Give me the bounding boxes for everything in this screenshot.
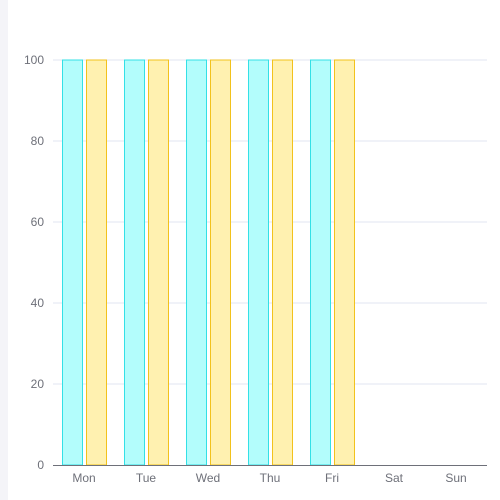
grid-lines (53, 59, 487, 385)
bar-series-2-wed[interactable] (210, 59, 231, 466)
bars (62, 59, 355, 466)
bar-series-2-tue[interactable] (148, 59, 169, 466)
bar-series-1-tue[interactable] (124, 59, 145, 466)
x-tick-label: Mon (72, 471, 95, 485)
y-tick-label: 100 (24, 53, 44, 67)
x-tick-label: Wed (196, 471, 220, 485)
bar-series-1-mon[interactable] (62, 59, 83, 466)
x-tick-label: Sun (445, 471, 466, 485)
bar-series-2-thu[interactable] (272, 59, 293, 466)
y-tick-label: 60 (31, 215, 45, 229)
y-axis-tick-labels: 0 20 40 60 80 100 (24, 53, 44, 472)
x-tick-label: Fri (325, 471, 339, 485)
bar-series-1-wed[interactable] (186, 59, 207, 466)
bar-series-1-thu[interactable] (248, 59, 269, 466)
bar-series-2-mon[interactable] (86, 59, 107, 466)
y-tick-label: 0 (37, 458, 44, 472)
x-tick-label: Tue (136, 471, 157, 485)
bar-series-1-fri[interactable] (310, 59, 331, 466)
x-tick-label: Thu (260, 471, 281, 485)
y-tick-label: 20 (31, 377, 45, 391)
y-tick-label: 80 (31, 134, 45, 148)
bar-series-2-fri[interactable] (334, 59, 355, 466)
y-tick-label: 40 (31, 296, 45, 310)
x-tick-label: Sat (385, 471, 404, 485)
x-axis-tick-labels: Mon Tue Wed Thu Fri Sat Sun (72, 471, 466, 485)
